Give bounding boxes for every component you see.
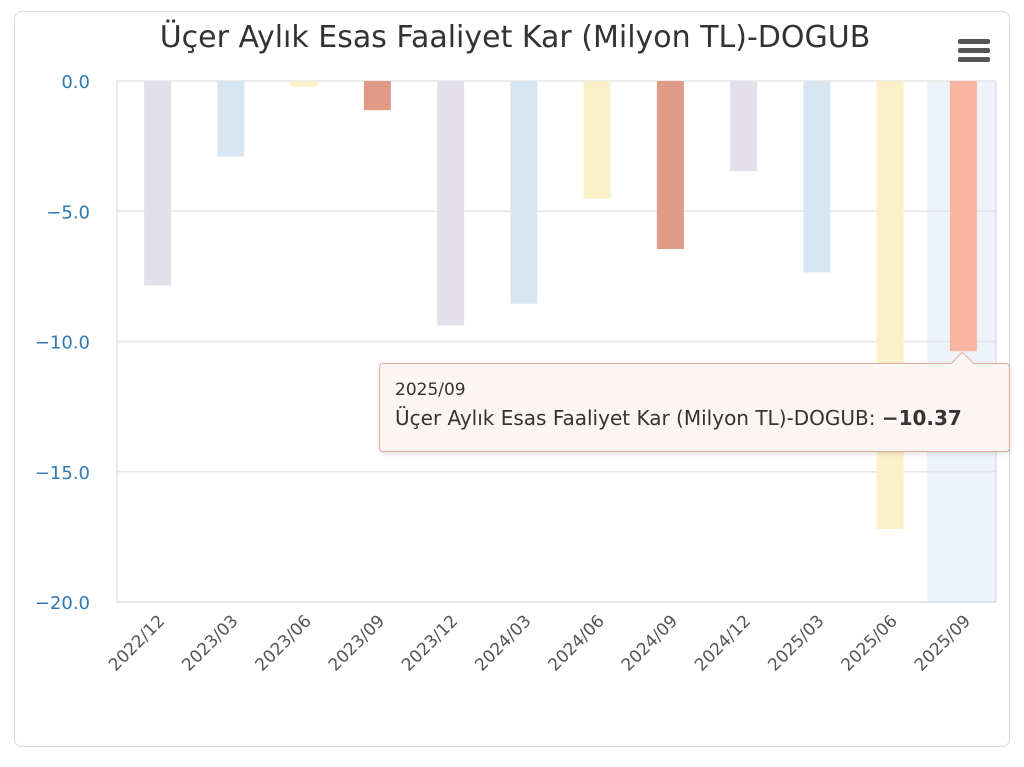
y-tick-label: −10.0 (35, 333, 90, 354)
x-tick-label: 2023/09 (325, 611, 389, 675)
x-tick-label: 2025/09 (911, 611, 975, 675)
bar-2023-03 (217, 81, 245, 157)
hamburger-menu-icon (958, 39, 990, 44)
bar-2024-12 (730, 81, 758, 172)
x-tick-label: 2022/12 (105, 611, 169, 675)
chart-title: Üçer Aylık Esas Faaliyet Kar (Milyon TL)… (159, 20, 871, 55)
bar-2023-09 (363, 81, 391, 111)
x-tick-label: 2024/03 (471, 611, 535, 675)
y-tick-label: −20.0 (35, 593, 90, 614)
x-tick-label: 2025/06 (838, 611, 902, 675)
y-tick-label: 0.0 (61, 72, 90, 93)
hamburger-menu-icon-bar (958, 48, 990, 53)
bar-2024-03 (510, 81, 538, 304)
chart-menu-button[interactable] (956, 38, 992, 66)
tooltip-series-label: Üçer Aylık Esas Faaliyet Kar (Milyon TL)… (395, 406, 882, 430)
x-tick-label: 2023/03 (178, 611, 242, 675)
bar-2024-06 (583, 81, 611, 199)
bar-2023-12 (437, 81, 465, 326)
chart-tooltip: 2025/09 Üçer Aylık Esas Faaliyet Kar (Mi… (379, 351, 1010, 452)
bar-2025-06 (876, 81, 904, 530)
bar-2023-06 (290, 81, 318, 87)
y-tick-label: −5.0 (46, 202, 90, 223)
tooltip-date: 2025/09 (395, 380, 466, 400)
x-tick-label: 2024/09 (618, 611, 682, 675)
bar-2025-09 (949, 81, 977, 352)
bar-2025-03 (803, 81, 831, 273)
tooltip-line: Üçer Aylık Esas Faaliyet Kar (Milyon TL)… (395, 406, 962, 430)
y-tick-label: −15.0 (35, 463, 90, 484)
x-tick-label: 2023/12 (398, 611, 462, 675)
x-tick-label: 2024/06 (545, 611, 609, 675)
hamburger-menu-icon-bar (958, 57, 990, 62)
bar-2024-09 (656, 81, 684, 250)
x-tick-label: 2024/12 (691, 611, 755, 675)
tooltip-value: −10.37 (881, 406, 962, 430)
bar-2022-12 (144, 81, 172, 286)
x-tick-label: 2023/06 (252, 611, 316, 675)
x-tick-label: 2025/03 (764, 611, 828, 675)
